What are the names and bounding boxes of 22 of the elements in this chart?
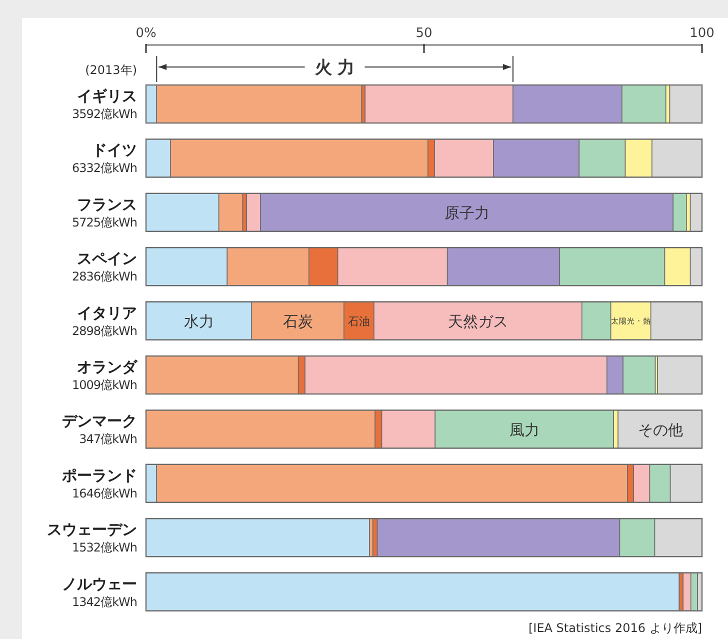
x-tick-label: 50: [416, 26, 432, 41]
annotation: 風力: [510, 420, 540, 439]
y-tick-label: ノルウェー 1342億kWh: [62, 574, 137, 609]
text: (2013年): [85, 63, 137, 77]
y-tick-label: スウェーデン 1532億kWh: [47, 520, 137, 555]
x-tick-label: 100: [690, 26, 714, 41]
annotation: その他: [638, 420, 683, 439]
annotation: 天然ガス: [448, 312, 508, 330]
annotation: 水力: [184, 312, 214, 330]
y-tick-label: オランダ 1009億kWh: [72, 358, 138, 392]
annotation: 石炭: [282, 312, 313, 330]
y-tick-label: イギリス 3592億kWh: [72, 87, 137, 121]
annotation: 石油: [348, 314, 370, 328]
y-tick-label: イタリア 2898億kWh: [72, 304, 137, 338]
x-tick-label: 0%: [136, 26, 156, 41]
annotation: [IEA Statistics 2016 より作成]: [528, 621, 702, 635]
y-tick-label: ドイツ 6332億kWh: [72, 141, 137, 176]
y-tick-label: フランス 5725億kWh: [72, 195, 137, 230]
y-tick-label: ポーランド 1646億kWh: [61, 466, 137, 500]
y-tick-label: スペイン 2836億kWh: [72, 250, 137, 284]
y-tick-label: デンマーク 347億kWh: [62, 412, 137, 446]
annotation: 原子力: [444, 204, 490, 222]
